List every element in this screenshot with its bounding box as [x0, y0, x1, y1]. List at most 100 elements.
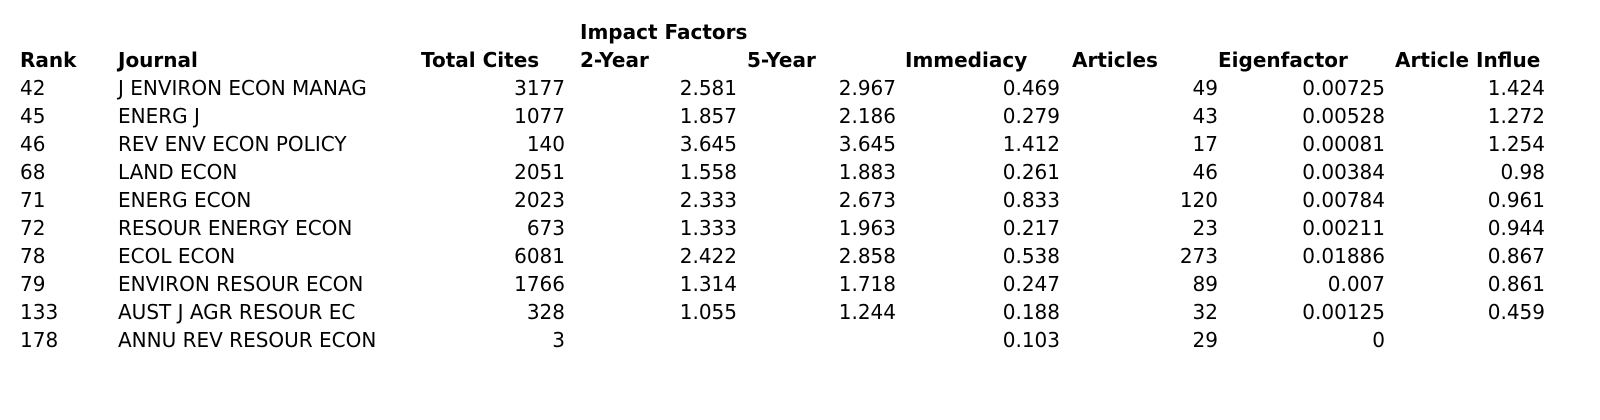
cell-impact-2-year: 1.857: [679, 104, 737, 128]
table-row: 71 ENERG ECON 2023 2.333 2.673 0.833 120 0.0078…: [20, 186, 1545, 214]
cell-journal: REV ENV ECON POLICY: [118, 132, 347, 156]
cell-article-influence: 1.254: [1487, 132, 1545, 156]
cell-article-influence: 1.272: [1487, 104, 1545, 128]
cell-eigenfactor: 0.00081: [1302, 132, 1385, 156]
cell-eigenfactor: 0.007: [1327, 272, 1385, 296]
cell-total-cites: 3177: [514, 76, 565, 100]
cell-article-influence: 0.961: [1487, 188, 1545, 212]
cell-journal: RESOUR ENERGY ECON: [118, 216, 353, 240]
cell-articles: 32: [1192, 300, 1218, 324]
cell-articles: 23: [1192, 216, 1218, 240]
group-header-row: Impact Factors: [20, 18, 1545, 46]
table-row: 78 ECOL ECON 6081 2.422 2.858 0.538 273 0.01886…: [20, 242, 1545, 270]
cell-eigenfactor: 0: [1372, 328, 1385, 352]
cell-impact-5-year: 2.186: [838, 104, 896, 128]
cell-immediacy: 0.188: [1002, 300, 1060, 324]
cell-immediacy: 0.103: [1002, 328, 1060, 352]
cell-eigenfactor: 0.00784: [1302, 188, 1385, 212]
cell-articles: 89: [1192, 272, 1218, 296]
cell-rank: 78: [20, 244, 46, 268]
column-header-article-influence: Article Influe: [1395, 48, 1541, 72]
cell-impact-5-year: 2.858: [838, 244, 896, 268]
cell-eigenfactor: 0.00528: [1302, 104, 1385, 128]
column-header-immediacy: Immediacy: [905, 48, 1028, 72]
cell-impact-5-year: 1.883: [838, 160, 896, 184]
cell-total-cites: 3: [552, 328, 565, 352]
cell-immediacy: 0.247: [1002, 272, 1060, 296]
cell-impact-2-year: 1.055: [679, 300, 737, 324]
cell-article-influence: 0.867: [1487, 244, 1545, 268]
cell-immediacy: 0.469: [1002, 76, 1060, 100]
table-row: 68 LAND ECON 2051 1.558 1.883 0.261 46 0.00384 0…: [20, 158, 1545, 186]
cell-rank: 68: [20, 160, 46, 184]
cell-impact-5-year: [737, 326, 896, 354]
cell-article-influence: 0.861: [1487, 272, 1545, 296]
table-row: 133 AUST J AGR RESOUR EC 328 1.055 1.244 0.18…: [20, 298, 1545, 326]
cell-impact-5-year: 2.967: [838, 76, 896, 100]
cell-rank: 178: [20, 328, 59, 352]
cell-immediacy: 1.412: [1002, 132, 1060, 156]
cell-articles: 29: [1192, 328, 1218, 352]
cell-journal: ENERG ECON: [118, 188, 252, 212]
table-row: 46 REV ENV ECON POLICY 140 3.645 3.645 1.412 1…: [20, 130, 1545, 158]
column-header-total-cites: Total Cites: [421, 48, 540, 72]
cell-impact-5-year: 1.718: [838, 272, 896, 296]
table-row: 79 ENVIRON RESOUR ECON 1766 1.314 1.718 0.247…: [20, 270, 1545, 298]
cell-rank: 46: [20, 132, 46, 156]
group-header-spacer: [896, 18, 1545, 46]
column-header-rank: Rank: [20, 48, 77, 72]
column-header-impact-2-year: 2-Year: [580, 48, 649, 72]
cell-article-influence: 0.98: [1500, 160, 1545, 184]
cell-total-cites: 1077: [514, 104, 565, 128]
cell-journal: ENVIRON RESOUR ECON: [118, 272, 364, 296]
table-row: 42 J ENVIRON ECON MANAG 3177 2.581 2.967 0.46…: [20, 74, 1545, 102]
cell-impact-5-year: 3.645: [838, 132, 896, 156]
cell-eigenfactor: 0.00725: [1302, 76, 1385, 100]
table-row: 45 ENERG J 1077 1.857 2.186 0.279 43 0.00528 1.2…: [20, 102, 1545, 130]
table-body: 42 J ENVIRON ECON MANAG 3177 2.581 2.967 0.46…: [20, 74, 1545, 354]
cell-journal: ECOL ECON: [118, 244, 236, 268]
cell-total-cites: 2051: [514, 160, 565, 184]
cell-article-influence: [1385, 326, 1545, 354]
cell-eigenfactor: 0.00125: [1302, 300, 1385, 324]
cell-journal: J ENVIRON ECON MANAG: [118, 76, 367, 100]
impact-factors-group-header: Impact Factors: [580, 20, 748, 44]
column-header-journal: Journal: [118, 48, 198, 72]
cell-eigenfactor: 0.00211: [1302, 216, 1385, 240]
cell-immediacy: 0.833: [1002, 188, 1060, 212]
cell-impact-2-year: [565, 326, 737, 354]
cell-immediacy: 0.261: [1002, 160, 1060, 184]
column-header-articles: Articles: [1072, 48, 1158, 72]
cell-immediacy: 0.217: [1002, 216, 1060, 240]
cell-impact-5-year: 1.244: [838, 300, 896, 324]
cell-articles: 43: [1192, 104, 1218, 128]
cell-rank: 79: [20, 272, 46, 296]
cell-rank: 133: [20, 300, 59, 324]
cell-rank: 45: [20, 104, 46, 128]
cell-rank: 71: [20, 188, 46, 212]
cell-article-influence: 0.459: [1487, 300, 1545, 324]
cell-articles: 49: [1192, 76, 1218, 100]
cell-total-cites: 328: [526, 300, 565, 324]
cell-impact-2-year: 1.314: [679, 272, 737, 296]
journal-impact-factor-table: Impact Factors Rank Journal Total Cites 2-Y…: [20, 18, 1545, 354]
cell-eigenfactor: 0.00384: [1302, 160, 1385, 184]
cell-immediacy: 0.538: [1002, 244, 1060, 268]
cell-articles: 273: [1179, 244, 1218, 268]
cell-article-influence: 0.944: [1487, 216, 1545, 240]
cell-articles: 120: [1179, 188, 1218, 212]
group-header-spacer: [20, 18, 565, 46]
cell-journal: LAND ECON: [118, 160, 238, 184]
cell-journal: ANNU REV RESOUR ECON: [118, 328, 377, 352]
cell-rank: 42: [20, 76, 46, 100]
cell-impact-2-year: 2.581: [679, 76, 737, 100]
cell-articles: 17: [1192, 132, 1218, 156]
cell-rank: 72: [20, 216, 46, 240]
cell-total-cites: 1766: [514, 272, 565, 296]
cell-impact-5-year: 1.963: [838, 216, 896, 240]
column-header-impact-5-year: 5-Year: [747, 48, 816, 72]
column-header-eigenfactor: Eigenfactor: [1218, 48, 1348, 72]
cell-immediacy: 0.279: [1002, 104, 1060, 128]
cell-journal: ENERG J: [118, 104, 200, 128]
cell-total-cites: 140: [526, 132, 565, 156]
